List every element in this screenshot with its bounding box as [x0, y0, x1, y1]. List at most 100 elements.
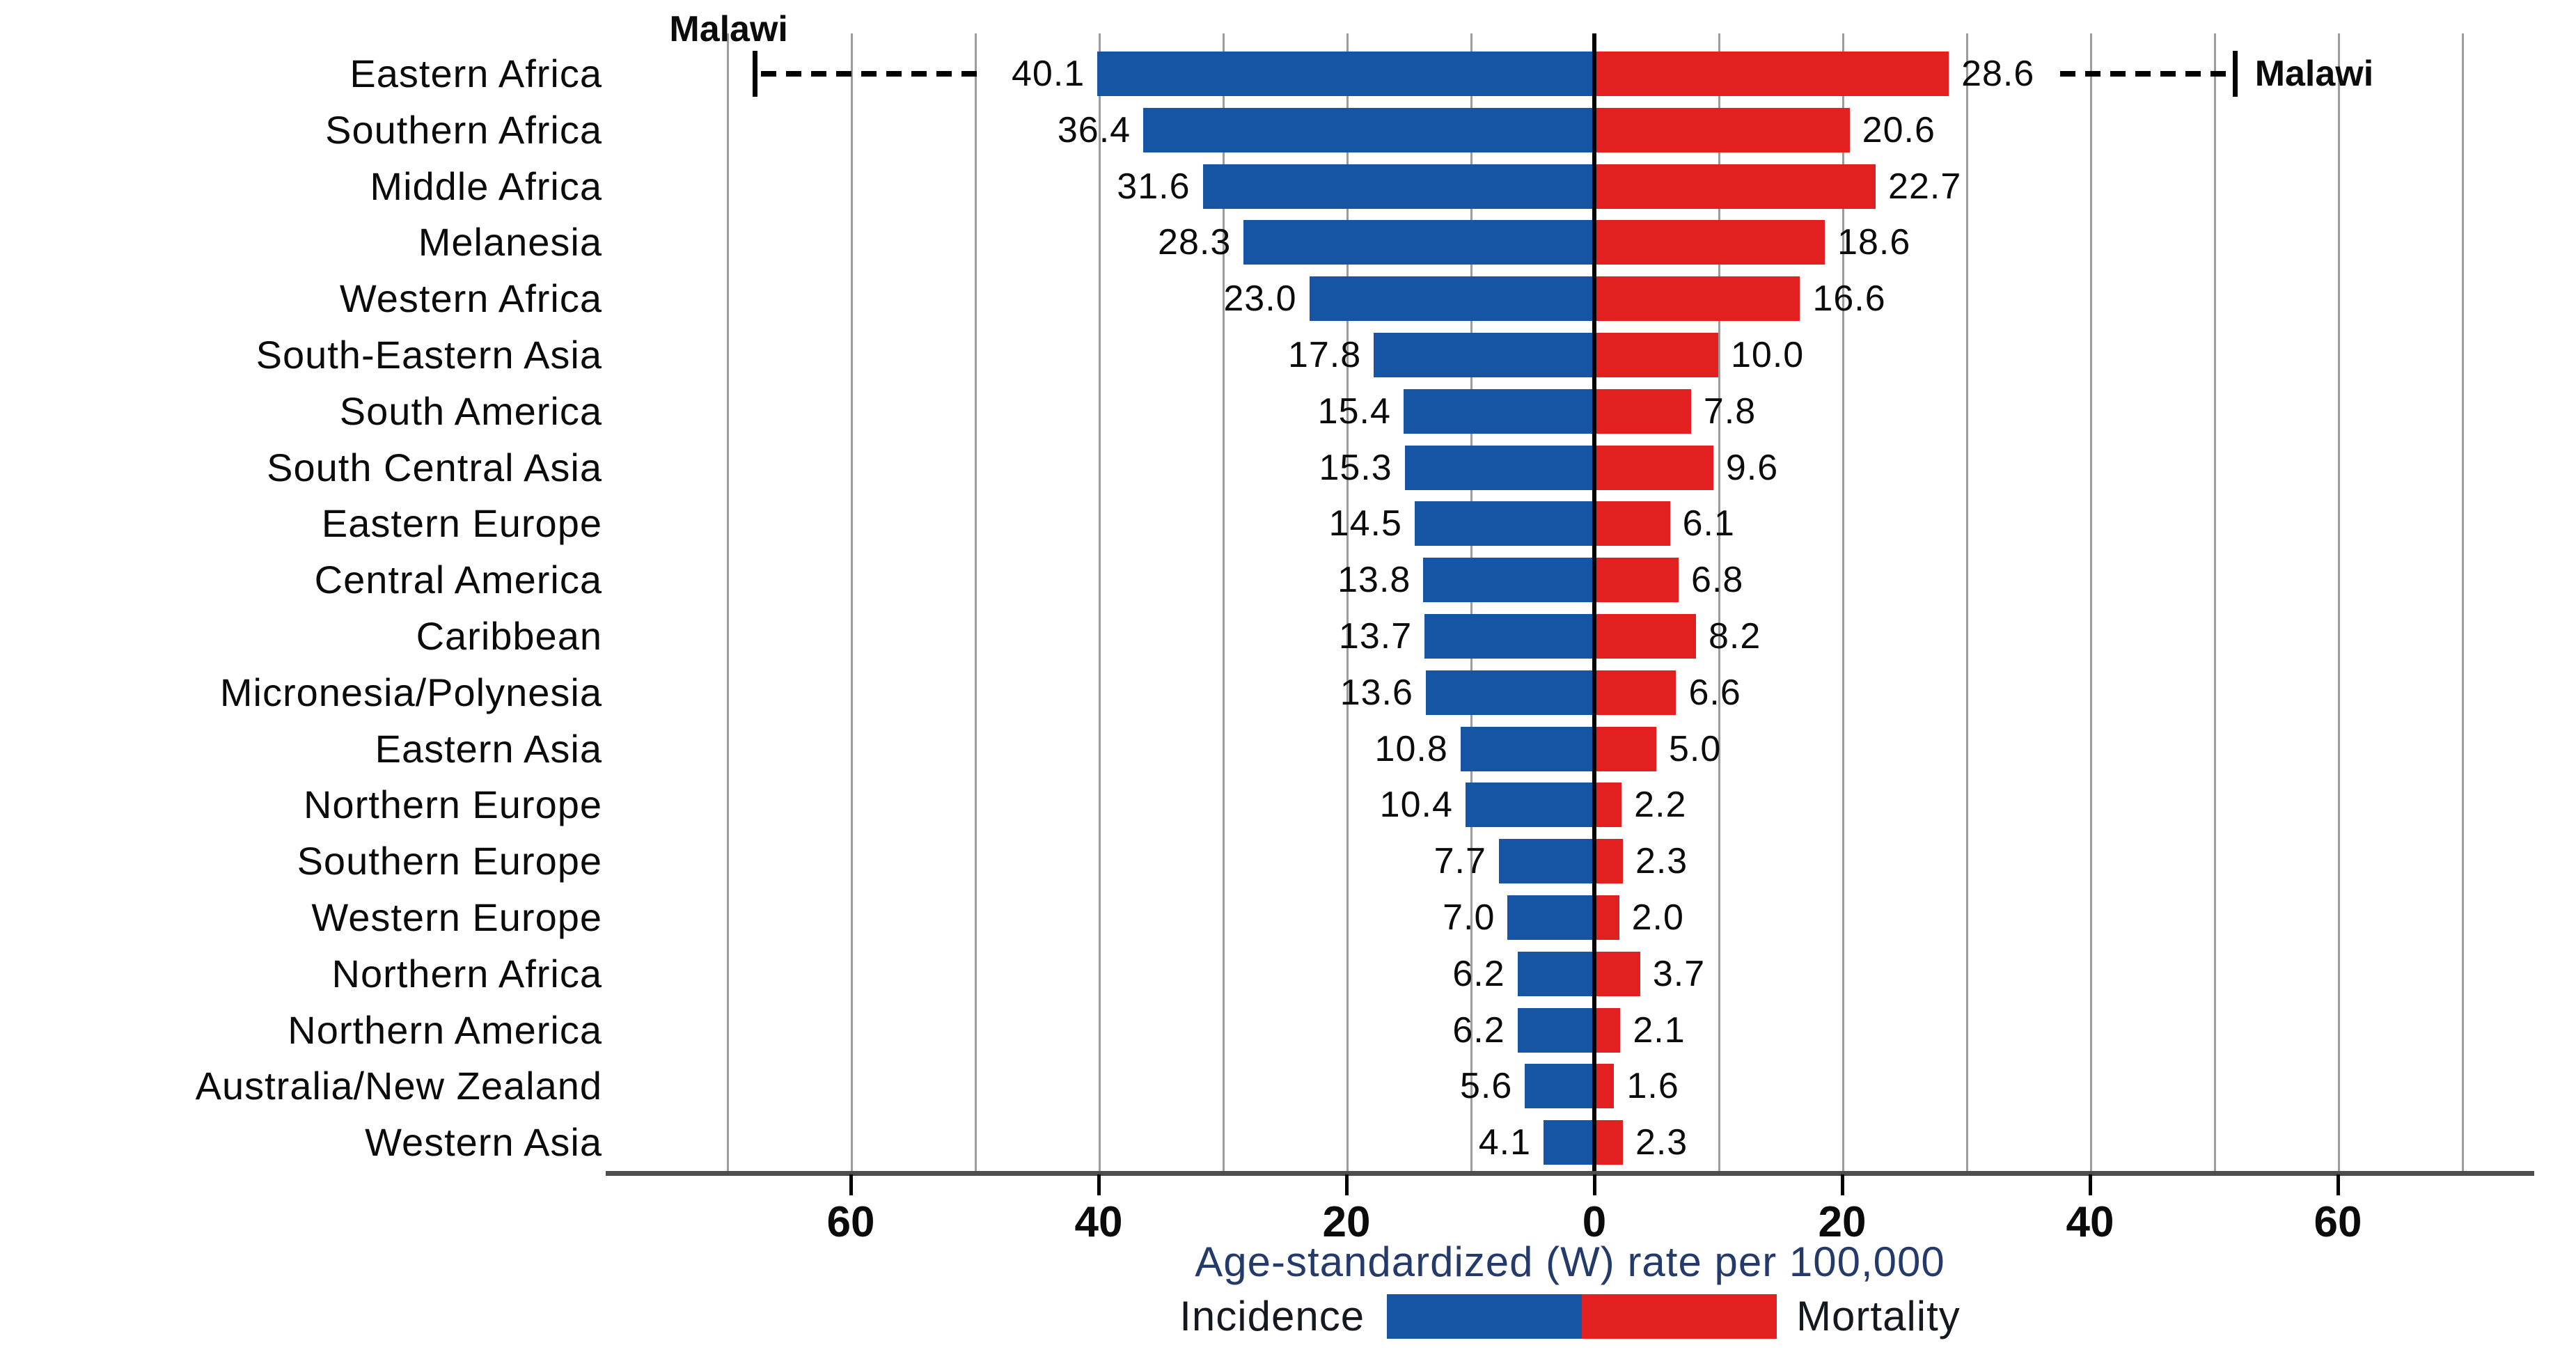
region-label: Melanesia — [418, 220, 602, 265]
mortality-bar — [1594, 1120, 1623, 1165]
gridline — [2338, 33, 2340, 1171]
mortality-bar — [1594, 107, 1850, 152]
x-tick — [2337, 1174, 2340, 1195]
x-axis-title: Age-standardized (W) rate per 100,000 — [1195, 1239, 1945, 1285]
incidence-value-label: 6.2 — [1452, 1009, 1505, 1051]
legend: Incidence Mortality — [606, 1292, 2534, 1340]
mortality-value-label: 8.2 — [1708, 616, 1761, 657]
region-label: Northern Africa — [331, 951, 602, 996]
mortality-value-label: 1.6 — [1626, 1066, 1679, 1107]
mortality-bar — [1594, 276, 1800, 322]
incidence-value-label: 4.1 — [1478, 1122, 1532, 1163]
incidence-value-label: 40.1 — [1012, 54, 1085, 94]
region-label: Western Asia — [365, 1120, 602, 1165]
mortality-value-label: 2.2 — [1634, 785, 1687, 826]
incidence-value-label: 17.8 — [1287, 335, 1362, 375]
mortality-bar — [1594, 558, 1679, 603]
incidence-bar — [1544, 1120, 1594, 1165]
legend-label-incidence: Incidence — [1179, 1293, 1365, 1339]
incidence-value-label: 23.0 — [1223, 278, 1297, 320]
mortality-bar — [1594, 388, 1691, 434]
mortality-bar — [1594, 614, 1696, 659]
x-tick-label: 20 — [1322, 1198, 1371, 1246]
incidence-value-label: 13.7 — [1338, 616, 1413, 657]
gridline — [1718, 33, 1720, 1171]
mortality-bar — [1594, 164, 1876, 209]
region-label: Northern America — [288, 1007, 602, 1052]
mortality-value-label: 28.6 — [1961, 54, 2035, 94]
incidence-bar — [1202, 164, 1594, 209]
incidence-bar — [1403, 388, 1594, 434]
incidence-value-label: 36.4 — [1057, 109, 1131, 150]
x-tick — [1593, 1174, 1596, 1195]
malawi-leader-dash-left — [761, 71, 980, 77]
legend-label-mortality: Mortality — [1796, 1293, 1961, 1339]
x-tick — [1841, 1174, 1844, 1195]
incidence-bar — [1460, 726, 1594, 771]
gridline — [975, 33, 977, 1171]
incidence-bar — [1517, 951, 1594, 996]
mortality-value-label: 18.6 — [1837, 222, 1911, 263]
gridline — [1346, 33, 1349, 1171]
incidence-bar — [1097, 52, 1594, 96]
malawi-leader-cap-left — [753, 51, 758, 97]
mortality-value-label: 2.1 — [1633, 1009, 1686, 1051]
mortality-bar — [1594, 1064, 1615, 1109]
incidence-bar — [1243, 220, 1594, 265]
mortality-bar — [1594, 839, 1623, 884]
incidence-bar — [1423, 558, 1594, 603]
region-label: Northern Europe — [303, 783, 602, 827]
malawi-annotation-label-left: Malawi — [669, 9, 788, 49]
region-label: Southern Europe — [297, 839, 602, 883]
incidence-bar — [1404, 445, 1594, 490]
x-tick — [1345, 1174, 1349, 1195]
gridline — [851, 33, 853, 1171]
region-label: Eastern Asia — [375, 726, 602, 771]
x-tick-label: 60 — [2314, 1198, 2362, 1246]
incidence-value-label: 10.8 — [1374, 728, 1448, 769]
region-label: Western Europe — [311, 895, 602, 939]
region-label: Eastern Africa — [350, 52, 602, 95]
region-label: South Central Asia — [267, 445, 602, 489]
mortality-bar — [1594, 52, 1949, 96]
mortality-bar — [1594, 220, 1825, 265]
region-label: Caribbean — [416, 614, 602, 658]
mortality-value-label: 10.0 — [1731, 335, 1805, 375]
x-tick-label: 40 — [2066, 1198, 2114, 1246]
region-label: South America — [339, 388, 602, 433]
x-tick-label: 20 — [1818, 1198, 1867, 1246]
region-label: Eastern Europe — [321, 501, 602, 546]
incidence-bar — [1143, 107, 1594, 152]
mortality-value-label: 6.8 — [1691, 560, 1744, 601]
incidence-bar — [1498, 839, 1594, 884]
legend-swatch-incidence — [1387, 1294, 1582, 1339]
incidence-value-label: 28.3 — [1158, 222, 1232, 263]
incidence-value-label: 15.3 — [1319, 447, 1392, 488]
mortality-bar — [1594, 445, 1713, 490]
incidence-bar — [1424, 614, 1594, 659]
incidence-value-label: 14.5 — [1328, 503, 1402, 544]
region-label: Micronesia/Polynesia — [219, 670, 602, 714]
incidence-value-label: 15.4 — [1317, 391, 1391, 432]
x-tick — [2089, 1174, 2092, 1195]
incidence-bar — [1374, 333, 1594, 377]
incidence-value-label: 7.7 — [1434, 841, 1486, 882]
incidence-bar — [1507, 895, 1594, 940]
incidence-value-label: 10.4 — [1379, 785, 1453, 826]
incidence-bar — [1517, 1007, 1594, 1053]
mortality-value-label: 9.6 — [1725, 447, 1779, 488]
incidence-bar — [1525, 1064, 1594, 1109]
gridline — [1842, 33, 1844, 1171]
incidence-value-label: 31.6 — [1117, 166, 1191, 207]
x-axis-line — [606, 1171, 2534, 1176]
x-tick — [849, 1174, 853, 1195]
malawi-annotation-label-right: Malawi — [2254, 54, 2374, 94]
mortality-value-label: 5.0 — [1669, 728, 1722, 769]
mortality-bar — [1594, 501, 1670, 547]
x-tick-label: 60 — [826, 1198, 875, 1246]
gridline — [1966, 33, 1968, 1171]
mortality-value-label: 2.3 — [1635, 841, 1688, 882]
region-label: Australia/New Zealand — [195, 1064, 602, 1108]
incidence-bar — [1309, 276, 1594, 322]
mortality-bar — [1594, 1007, 1621, 1053]
